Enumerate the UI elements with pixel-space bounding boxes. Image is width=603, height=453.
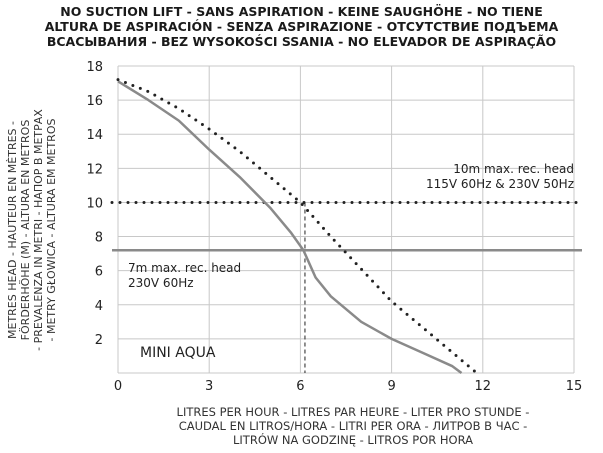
y-tick-label: 18 <box>86 60 103 75</box>
x-axis-label: LITRES PER HOUR - LITRES PAR HEURE - LIT… <box>118 405 588 447</box>
title-line: ALTURA DE ASPIRACIÓN - SENZA ASPIRAZIONE… <box>44 19 559 34</box>
annotation-7m-voltage: 230V 60Hz <box>128 276 194 290</box>
x-tick-label: 15 <box>566 379 583 394</box>
x-tick-label: 12 <box>475 379 492 394</box>
chart-title: NO SUCTION LIFT - SANS ASPIRATION - KEIN… <box>0 4 603 49</box>
y-tick-label: 2 <box>95 333 103 348</box>
annotations: 10m max. rec. head 115V 60Hz & 230V 50Hz… <box>128 162 574 361</box>
y-tick-label: 6 <box>95 265 103 280</box>
x-tick-label: 0 <box>114 379 122 394</box>
series-layer <box>116 78 479 375</box>
annotation-10m-voltage: 115V 60Hz & 230V 50Hz <box>426 177 574 191</box>
y-tick-label: 12 <box>86 162 103 177</box>
reference-lines <box>110 200 584 373</box>
x-tick-label: 9 <box>387 379 395 394</box>
y-tick-label: 16 <box>86 94 103 109</box>
y-tick-label: 14 <box>86 128 103 143</box>
title-line: NO SUCTION LIFT - SANS ASPIRATION - KEIN… <box>60 4 543 19</box>
tick-labels: 0 3 6 9 12 15 2 4 6 8 10 12 14 16 18 <box>86 60 582 394</box>
product-name: MINI AQUA <box>140 345 216 361</box>
annotation-10m-head: 10m max. rec. head <box>453 162 574 176</box>
title-line: ВСАСЫВАНИЯ - BEZ WYSOKOŚCI SSANIA - NO E… <box>46 34 557 49</box>
x-tick-label: 6 <box>296 379 304 394</box>
y-tick-label: 10 <box>86 196 103 211</box>
xlabel-line: LITRES PER HOUR - LITRES PAR HEURE - LIT… <box>176 405 530 419</box>
xlabel-line: LITRÓW NA GODZINĘ - LITROS POR HORA <box>233 433 473 447</box>
series-line-solid <box>117 80 463 375</box>
x-tick-label: 3 <box>205 379 213 394</box>
y-tick-label: 8 <box>95 231 103 246</box>
y-tick-label: 4 <box>95 299 103 314</box>
grid-layer <box>117 65 575 374</box>
annotation-7m-head: 7m max. rec. head <box>128 261 241 275</box>
xlabel-line: CAUDAL EN LITROS/HORA - LITRI PER ORA - … <box>178 419 528 433</box>
series-line-dotted <box>116 78 479 375</box>
